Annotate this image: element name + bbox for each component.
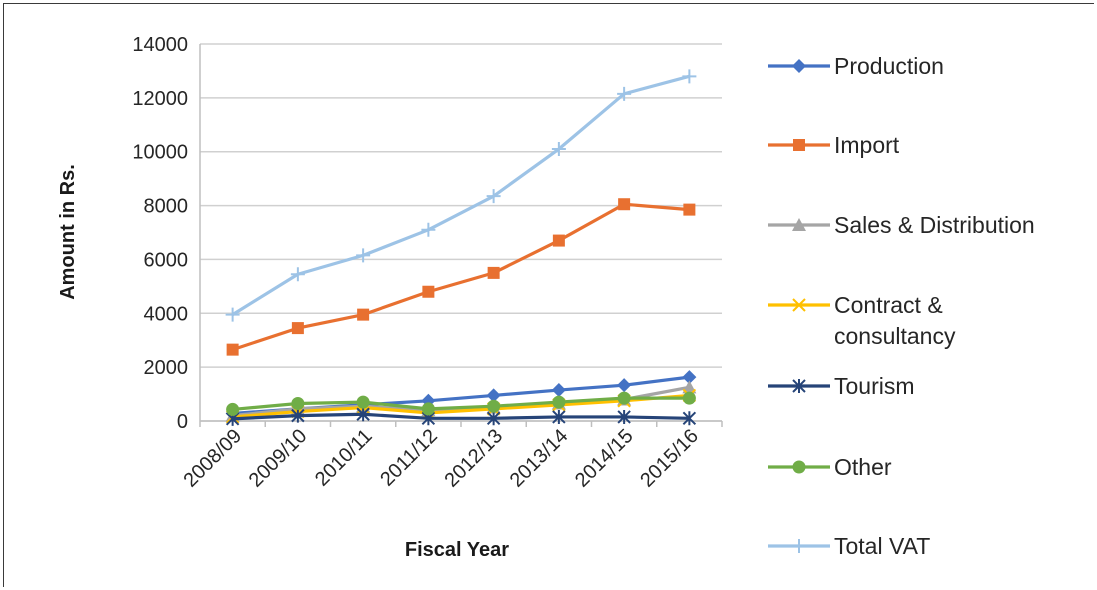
data-point bbox=[487, 399, 501, 413]
x-tick-label: 2013/14 bbox=[506, 425, 573, 492]
data-point bbox=[291, 408, 305, 423]
legend-swatch-marker bbox=[792, 59, 806, 73]
x-tick-label: 2012/13 bbox=[440, 425, 507, 492]
legend-label: Sales & Distribution bbox=[834, 212, 1035, 238]
data-point bbox=[682, 380, 697, 394]
data-point bbox=[226, 402, 240, 416]
data-point bbox=[290, 267, 305, 282]
data-point bbox=[356, 407, 370, 422]
series-line-import bbox=[232, 202, 690, 352]
series-import bbox=[226, 198, 696, 356]
x-tick-label: 2015/16 bbox=[636, 425, 703, 492]
x-tick-label: 2011/12 bbox=[376, 425, 442, 491]
data-point bbox=[682, 391, 696, 405]
legend-swatch-marker bbox=[792, 379, 806, 393]
legend-label: Total VAT bbox=[834, 533, 930, 559]
data-point bbox=[552, 395, 566, 409]
data-point bbox=[421, 222, 436, 237]
series-total-vat bbox=[225, 69, 697, 322]
data-point bbox=[357, 308, 370, 321]
legend-item-other: Other bbox=[768, 454, 892, 480]
data-point bbox=[291, 396, 305, 410]
series-line-contract-consultancy bbox=[232, 393, 690, 419]
series-line-other bbox=[232, 396, 690, 412]
data-point bbox=[291, 322, 304, 335]
data-point bbox=[618, 198, 631, 211]
y-tick-label: 4000 bbox=[144, 303, 189, 325]
data-point bbox=[682, 69, 697, 84]
legend-item-import: Import bbox=[768, 132, 900, 158]
data-point bbox=[356, 395, 370, 409]
series-other bbox=[226, 391, 696, 416]
chart-frame bbox=[3, 3, 1094, 587]
legend-label: Tourism bbox=[834, 373, 915, 399]
y-axis-title: Amount in Rs. bbox=[57, 164, 79, 300]
legend-swatch-marker bbox=[792, 460, 806, 474]
legend-item-contract-consultancy: Contract & consultancy bbox=[768, 292, 956, 349]
data-point bbox=[552, 409, 566, 424]
x-tick-label: 2008/09 bbox=[179, 425, 246, 492]
data-point bbox=[682, 370, 697, 385]
y-tick-label: 6000 bbox=[144, 249, 189, 271]
data-point bbox=[421, 402, 435, 416]
data-point bbox=[225, 307, 240, 322]
y-tick-label: 2000 bbox=[144, 357, 189, 379]
x-axis-title: Fiscal Year bbox=[405, 539, 509, 561]
legend-swatch-marker bbox=[792, 218, 806, 231]
data-point bbox=[487, 266, 500, 279]
data-point bbox=[422, 285, 435, 298]
legend-item-sales-distribution: Sales & Distribution bbox=[768, 212, 1035, 238]
y-axis: 0 2000 4000 6000 8000 10000 12000 14000 bbox=[132, 34, 201, 433]
data-point bbox=[617, 86, 632, 101]
data-point bbox=[552, 234, 565, 247]
legend: Production Import Sales & Distribution Cont… bbox=[768, 53, 1035, 559]
legend-label: Other bbox=[834, 454, 892, 480]
data-point bbox=[356, 248, 371, 263]
data-point bbox=[682, 411, 697, 426]
y-tick-label: 0 bbox=[177, 411, 188, 433]
legend-swatch-marker bbox=[792, 539, 806, 553]
data-point bbox=[617, 378, 632, 393]
x-tick-label: 2009/10 bbox=[245, 425, 312, 492]
data-point bbox=[486, 388, 501, 403]
x-tick-label: 2010/11 bbox=[311, 425, 377, 491]
legend-swatch-marker bbox=[792, 298, 806, 312]
series-tourism bbox=[225, 407, 697, 426]
legend-label: Import bbox=[834, 132, 900, 158]
data-point bbox=[617, 391, 631, 405]
legend-swatch-marker bbox=[793, 139, 805, 151]
y-tick-label: 8000 bbox=[144, 196, 189, 218]
data-point bbox=[226, 343, 239, 356]
data-point bbox=[551, 383, 566, 398]
gridlines bbox=[200, 43, 722, 422]
legend-item-tourism: Tourism bbox=[768, 373, 915, 399]
series-line-total-vat bbox=[231, 74, 690, 316]
legend-label: Contract & consultancy bbox=[834, 292, 956, 349]
series-group bbox=[225, 69, 697, 426]
legend-item-total-vat: Total VAT bbox=[768, 533, 930, 559]
data-point bbox=[617, 409, 631, 424]
y-tick-label: 14000 bbox=[132, 34, 188, 56]
series-line-tourism bbox=[232, 412, 690, 421]
y-tick-label: 10000 bbox=[132, 142, 188, 164]
data-point bbox=[486, 411, 501, 426]
data-point bbox=[486, 189, 501, 204]
x-tick-label: 2014/15 bbox=[571, 425, 638, 492]
data-point bbox=[683, 203, 696, 216]
legend-label: Production bbox=[834, 53, 944, 79]
y-tick-label: 12000 bbox=[132, 88, 188, 110]
legend-item-production: Production bbox=[768, 53, 944, 79]
data-point bbox=[551, 142, 566, 157]
